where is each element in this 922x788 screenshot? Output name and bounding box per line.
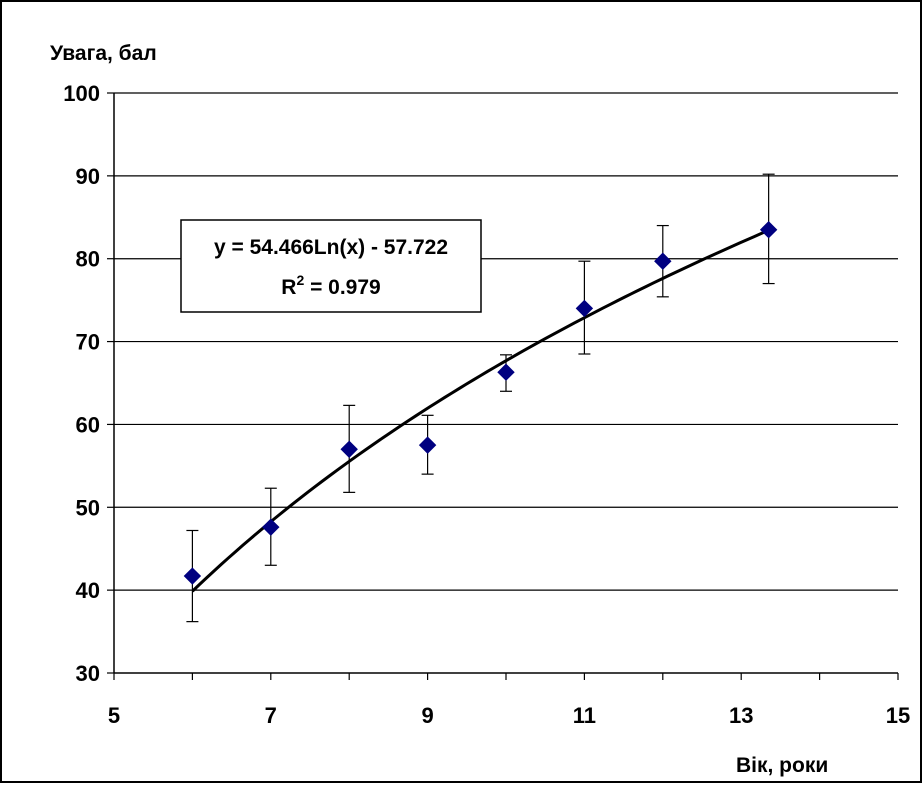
y-axis-title: Увага, бал xyxy=(50,42,157,65)
x-tick-label: 7 xyxy=(265,703,277,728)
data-point xyxy=(262,518,280,536)
r-squared-value: = 0.979 xyxy=(304,276,380,299)
trendline-equation: y = 54.466Ln(x) - 57.722 xyxy=(214,236,448,259)
x-axis-title: Вік, роки xyxy=(736,754,828,777)
x-tick-label: 15 xyxy=(886,703,910,728)
y-tick-label: 100 xyxy=(63,81,100,106)
equation-box: y = 54.466Ln(x) - 57.722 R2 = 0.979 xyxy=(180,219,482,313)
y-tick-label: 40 xyxy=(76,578,100,603)
data-point xyxy=(575,299,594,318)
x-tick-label: 5 xyxy=(108,703,120,728)
points-layer xyxy=(183,173,778,623)
data-point xyxy=(759,221,778,239)
r-squared-prefix: R xyxy=(281,276,296,299)
x-tick-label: 9 xyxy=(421,703,433,728)
equation-box-frame xyxy=(180,219,482,313)
data-point xyxy=(654,252,672,270)
r-squared-label: R2 = 0.979 xyxy=(281,272,380,299)
x-tick-label: 13 xyxy=(729,703,753,728)
axis-layer: 30 40 50 60 70 80 90 100 5 7 9 11 13 15 xyxy=(63,81,910,728)
y-tick-label: 80 xyxy=(76,247,100,272)
r-squared-sup: 2 xyxy=(296,272,304,288)
y-tick-label: 90 xyxy=(76,164,100,189)
y-tick-label: 70 xyxy=(76,330,100,355)
data-point xyxy=(497,363,515,381)
y-tick-label: 60 xyxy=(76,412,100,437)
data-point xyxy=(340,440,358,458)
data-point xyxy=(183,567,202,585)
trendline xyxy=(191,228,770,593)
y-tick-label: 50 xyxy=(76,495,100,520)
data-point xyxy=(418,436,437,454)
x-tick-label: 11 xyxy=(573,703,596,728)
y-tick-label: 30 xyxy=(76,661,100,686)
